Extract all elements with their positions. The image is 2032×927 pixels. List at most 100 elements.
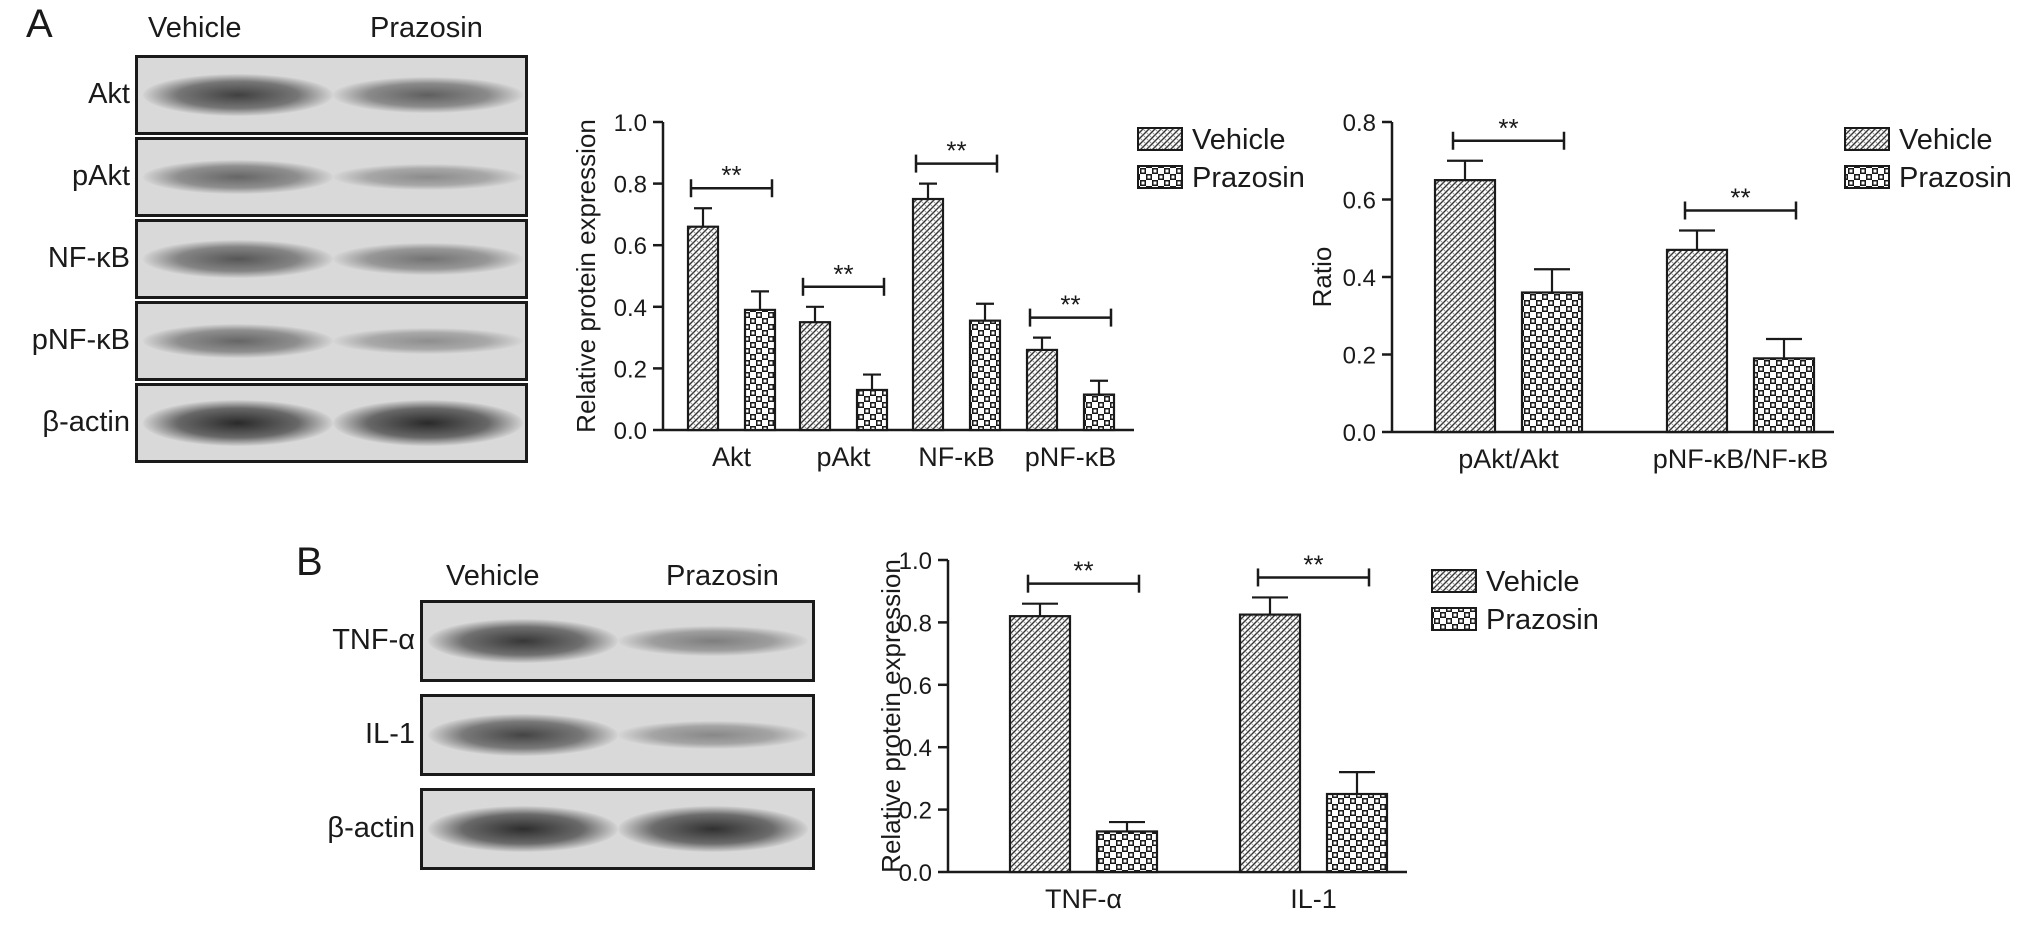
legend-label-vehicle: Vehicle	[1192, 124, 1286, 156]
legend-label-prazosin: Prazosin	[1486, 604, 1599, 636]
y-tick-label: 0.6	[1343, 188, 1376, 215]
blot-a-row-label: Akt	[88, 78, 130, 110]
bar-prazosin	[1520, 291, 1584, 434]
significance-label: **	[1073, 556, 1093, 586]
bar-prazosin	[1095, 830, 1159, 874]
blot-a-band-vehicle	[143, 74, 333, 116]
legend-swatch-prazosin	[1431, 607, 1477, 631]
blot-a-band-prazosin	[333, 399, 523, 447]
bar-vehicle	[911, 197, 945, 432]
significance-label: **	[1060, 290, 1080, 320]
blot-a-band-prazosin	[333, 328, 523, 354]
x-tick-label: TNF-α	[1045, 884, 1122, 914]
bar-prazosin	[1752, 357, 1816, 434]
significance-label: **	[721, 160, 741, 190]
bar-vehicle	[1433, 179, 1497, 434]
blot-a-band-prazosin	[333, 77, 523, 113]
y-tick-label: 0.8	[1343, 110, 1376, 137]
legend-label-prazosin: Prazosin	[1899, 162, 2012, 194]
blot-b-band-prazosin	[618, 721, 808, 749]
x-tick-label: Akt	[712, 442, 752, 472]
blot-b-header-prazosin: Prazosin	[666, 560, 779, 592]
y-tick-label: 0.8	[614, 172, 647, 199]
blot-b-band-box	[420, 788, 815, 870]
bar-prazosin	[855, 388, 889, 432]
bar-prazosin	[743, 308, 777, 432]
bar-prazosin	[968, 319, 1002, 432]
y-axis-label: Ratio	[1307, 247, 1337, 308]
bar-vehicle	[1238, 613, 1302, 874]
blot-b-row-label: β-actin	[327, 812, 415, 844]
blot-b-band-vehicle	[428, 618, 618, 664]
y-tick-label: 0.0	[1343, 420, 1376, 447]
blot-a-band-vehicle	[143, 324, 333, 358]
blot-b-band-box	[420, 600, 815, 682]
y-tick-label: 0.0	[614, 418, 647, 445]
y-tick-label: 1.0	[899, 548, 932, 575]
bar-vehicle	[686, 225, 720, 432]
significance-label: **	[1498, 113, 1518, 143]
blot-a-band-vehicle	[143, 240, 333, 278]
significance-label: **	[1303, 549, 1323, 579]
y-axis-label: Relative protein expression	[571, 119, 601, 433]
blot-a-band-prazosin	[333, 243, 523, 275]
legend-swatch-prazosin	[1844, 165, 1890, 189]
legend-label-vehicle: Vehicle	[1486, 566, 1580, 598]
blot-a-band-vehicle	[143, 160, 333, 194]
legend-label-prazosin: Prazosin	[1192, 162, 1305, 194]
blot-b-band-box	[420, 694, 815, 776]
y-tick-label: 0.0	[899, 860, 932, 887]
bar-prazosin	[1082, 393, 1116, 432]
blot-a-header-prazosin: Prazosin	[370, 12, 483, 44]
x-tick-label: pNF-κB	[1025, 442, 1117, 472]
legend-swatch-prazosin	[1137, 165, 1183, 189]
y-tick-label: 0.2	[614, 356, 647, 383]
bar-vehicle	[1665, 248, 1729, 434]
blot-b-band-prazosin	[618, 805, 808, 853]
significance-label: **	[833, 259, 853, 289]
blot-a-band-prazosin	[333, 163, 523, 191]
blot-b-row-label: IL-1	[365, 718, 415, 750]
y-tick-label: 1.0	[614, 110, 647, 137]
significance-label: **	[1730, 183, 1750, 213]
panel-letter-a: A	[26, 2, 53, 46]
blot-a-band-box	[135, 219, 528, 299]
blot-a-band-box	[135, 137, 528, 217]
legend-swatch-vehicle	[1431, 569, 1477, 593]
blot-a-row-label: pAkt	[71, 160, 130, 192]
y-tick-label: 0.2	[1343, 343, 1376, 370]
y-tick-label: 0.6	[899, 673, 932, 700]
y-tick-label: 0.4	[899, 735, 932, 762]
blot-b-band-vehicle	[428, 805, 618, 853]
x-tick-label: pAkt	[816, 442, 871, 472]
y-tick-label: 0.8	[899, 610, 932, 637]
x-tick-label: pAkt/Akt	[1458, 444, 1559, 474]
bar-vehicle	[798, 321, 832, 432]
legend-swatch-vehicle	[1844, 127, 1890, 151]
legend-swatch-vehicle	[1137, 127, 1183, 151]
x-tick-label: IL-1	[1290, 884, 1337, 914]
y-axis-label: Relative protein expression	[876, 559, 906, 873]
legend-label-vehicle: Vehicle	[1899, 124, 1993, 156]
blot-a-band-box	[135, 383, 528, 463]
blot-a-header-vehicle: Vehicle	[148, 12, 242, 44]
x-tick-label: NF-κB	[918, 442, 995, 472]
bar-vehicle	[1008, 615, 1072, 874]
blot-a-band-box	[135, 55, 528, 135]
blot-a-band-vehicle	[143, 399, 333, 447]
y-tick-label: 0.6	[614, 233, 647, 260]
bar-prazosin	[1325, 792, 1389, 874]
blot-b-row-label: TNF-α	[332, 624, 415, 656]
blot-a-row-label: β-actin	[42, 406, 130, 438]
blot-a-band-box	[135, 301, 528, 381]
blot-b-band-vehicle	[428, 713, 618, 756]
significance-label: **	[946, 136, 966, 166]
panel-letter-b: B	[296, 540, 323, 584]
blot-a-row-label: NF-κB	[47, 242, 130, 274]
blot-a-row-label: pNF-κB	[31, 324, 130, 356]
y-tick-label: 0.4	[614, 295, 647, 322]
blot-b-header-vehicle: Vehicle	[446, 560, 540, 592]
blot-b-band-prazosin	[618, 626, 808, 656]
bar-vehicle	[1025, 348, 1059, 432]
